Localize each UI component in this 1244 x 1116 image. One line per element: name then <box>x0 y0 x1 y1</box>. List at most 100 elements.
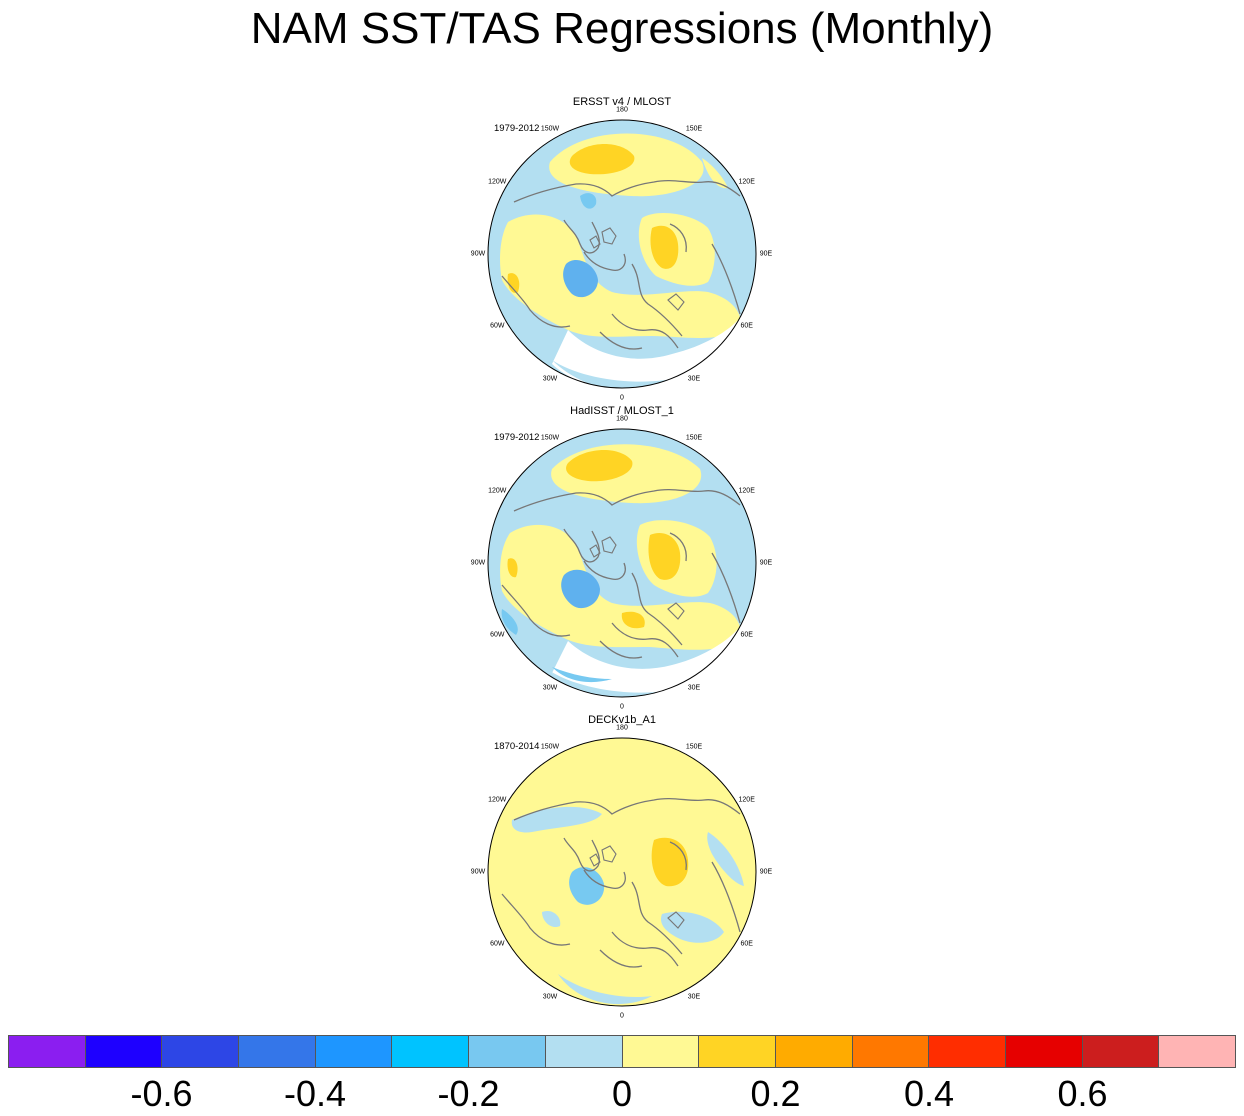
colorbar-swatch <box>622 1036 700 1067</box>
anomaly-region <box>501 609 518 635</box>
longitude-label: 90W <box>470 868 486 876</box>
anomaly-region <box>566 449 633 482</box>
colorbar-swatch <box>545 1036 623 1067</box>
coastline <box>599 949 643 968</box>
longitude-label: 90W <box>470 250 486 258</box>
colorbar-tick-label: 0 <box>611 1073 633 1114</box>
coastline <box>711 552 741 624</box>
colorbar-swatch <box>852 1036 930 1067</box>
longitude-label: 150E <box>685 125 703 133</box>
coastline <box>583 869 626 889</box>
anomaly-region <box>569 144 635 175</box>
longitude-label: 150E <box>685 434 703 442</box>
island-coastline <box>601 845 617 863</box>
panel-title: HadISST / MLOST_1 <box>570 405 674 417</box>
coastline <box>711 243 741 315</box>
polar-map <box>487 119 757 389</box>
colorbar-tick-label: 0.4 <box>903 1073 955 1114</box>
colorbar-swatch <box>392 1036 470 1067</box>
longitude-label: 90E <box>759 559 773 567</box>
longitude-label: 0 <box>620 394 624 402</box>
colorbar-tick-label: -0.4 <box>283 1073 347 1114</box>
anomaly-region <box>702 158 728 189</box>
coastline <box>501 275 571 328</box>
anomaly-region <box>500 524 741 650</box>
anomaly-region <box>707 832 744 886</box>
colorbar-swatch <box>315 1036 393 1067</box>
longitude-label: 30W <box>542 684 558 692</box>
colorbar-swatch <box>775 1036 853 1067</box>
anomaly-region <box>569 867 605 905</box>
coastline <box>563 219 600 254</box>
coastline <box>631 263 683 337</box>
colorbar-swatch <box>162 1036 240 1067</box>
colorbar-swatch <box>9 1036 86 1067</box>
coastline <box>513 179 741 203</box>
map-panel-hadisst: HadISST / MLOST_1 1979-2012 180 150E 120E 9… <box>470 405 773 713</box>
colorbar-swatch <box>1005 1036 1083 1067</box>
longitude-label: 120W <box>488 178 507 186</box>
colorbar-swatch <box>699 1036 776 1067</box>
panel-title: ERSST v4 / MLOST <box>572 96 672 108</box>
island-coastline <box>667 602 685 620</box>
island-coastline <box>589 853 601 867</box>
panel-title: DECKv1b_A1 <box>588 714 656 726</box>
island-coastline <box>601 536 617 554</box>
longitude-label: 0 <box>620 703 624 711</box>
polar-map <box>487 737 757 1007</box>
polar-map <box>487 428 757 698</box>
colorbar-swatch <box>239 1036 316 1067</box>
anomaly-region <box>561 569 600 609</box>
coastline <box>501 584 571 637</box>
coastline <box>611 313 679 349</box>
colorbar-swatch <box>1082 1036 1160 1067</box>
coastline <box>563 837 600 872</box>
colorbar-swatch <box>469 1036 546 1067</box>
map-border <box>487 428 757 698</box>
longitude-label: 60E <box>740 631 753 639</box>
longitude-label: 60E <box>740 322 753 330</box>
anomaly-region <box>650 225 679 269</box>
longitude-label: 180 <box>616 724 628 732</box>
anomaly-region <box>563 259 598 298</box>
coastline <box>611 622 679 658</box>
island-coastline <box>589 544 601 558</box>
figure-title: NAM SST/TAS Regressions (Monthly) <box>250 4 994 53</box>
colorbar <box>8 1035 1236 1068</box>
longitude-label: 30W <box>542 375 558 383</box>
panel-period: 1979-2012 <box>494 432 540 443</box>
colorbar-tick-label: 0.6 <box>1057 1073 1108 1114</box>
map-border <box>487 119 757 389</box>
anomaly-region <box>621 611 645 629</box>
coastline <box>563 528 600 563</box>
panel-period: 1870-2014 <box>494 741 540 752</box>
ocean-base-fill <box>488 738 756 1006</box>
anomaly-region <box>542 910 561 928</box>
island-coastline <box>667 293 685 311</box>
coastline <box>501 893 571 946</box>
island-coastline <box>589 235 601 249</box>
island-coastline <box>667 911 685 929</box>
coastline <box>669 532 687 562</box>
anomaly-region <box>507 273 520 293</box>
colorbar-swatch <box>85 1036 163 1067</box>
longitude-label: 60E <box>740 940 753 948</box>
longitude-label: 30E <box>687 993 701 1001</box>
coastline <box>711 861 741 933</box>
longitude-label: 30E <box>687 375 701 383</box>
coastline <box>513 797 741 821</box>
longitude-label: 30W <box>542 993 558 1001</box>
longitude-label: 30E <box>687 684 701 692</box>
longitude-label: 60W <box>490 631 505 639</box>
longitude-label: 90E <box>759 250 773 258</box>
longitude-label: 150W <box>540 434 560 442</box>
map-panel-deck: DECKv1b_A1 1870-2014 180 150E 120E 90E 60E 30… <box>470 714 772 1022</box>
longitude-label: 90W <box>470 559 486 567</box>
coastline <box>583 251 626 271</box>
anomaly-region <box>507 558 518 578</box>
coastline <box>599 640 643 659</box>
anomaly-region <box>648 533 681 580</box>
longitude-label: 180 <box>616 106 628 114</box>
anomaly-region <box>651 837 689 887</box>
anomaly-region <box>552 667 612 683</box>
